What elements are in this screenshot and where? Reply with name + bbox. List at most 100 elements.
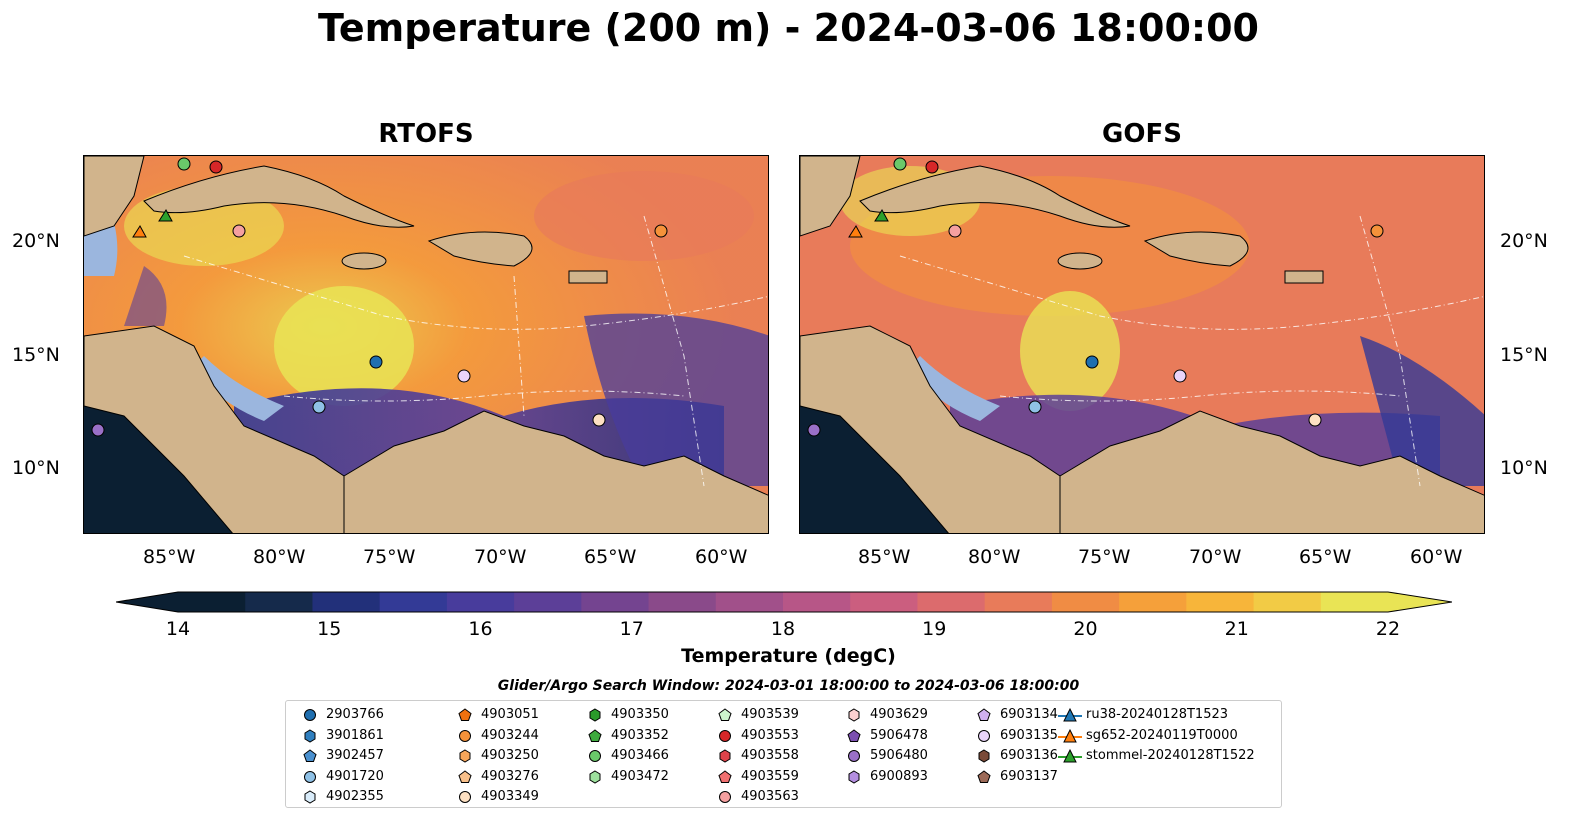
pentagon-marker-icon xyxy=(718,769,732,783)
legend-label: 4903350 xyxy=(611,707,669,722)
colorbar xyxy=(116,591,1452,613)
pentagon-marker-icon xyxy=(458,708,472,721)
colorbar-extend-low xyxy=(116,592,178,612)
colorbar-segment xyxy=(379,592,448,612)
circle-marker-icon xyxy=(304,770,316,783)
colorbar-segment xyxy=(446,592,515,612)
colorbar-outline xyxy=(116,591,1452,613)
map-panel-gofs xyxy=(799,155,1485,534)
legend-label: 6903136 xyxy=(1000,748,1058,763)
colorbar-tick-label: 21 xyxy=(1224,618,1249,640)
map-panel-rtofs xyxy=(83,155,769,534)
lat-label-left-15n: 15°N xyxy=(12,344,60,366)
hexagon-marker-icon xyxy=(978,749,990,763)
colorbar-tick-label: 22 xyxy=(1375,618,1401,640)
colorbar-segment xyxy=(917,592,986,612)
colorbar-extend-high xyxy=(1388,592,1452,612)
legend-label: 4903539 xyxy=(741,707,799,722)
legend-label: ru38-20240128T1523 xyxy=(1086,707,1229,722)
hexagon-marker-icon xyxy=(719,749,731,763)
lon-label-60w: 60°W xyxy=(695,546,748,568)
colorbar-segment xyxy=(1186,592,1255,612)
lon-label-75w: 75°W xyxy=(363,546,416,568)
legend-label: 2903766 xyxy=(326,707,384,722)
colorbar-segment xyxy=(178,592,246,612)
legend-label: 5906478 xyxy=(870,727,928,743)
legend-label: 4903629 xyxy=(870,707,928,722)
colorbar-tick-label: 20 xyxy=(1073,618,1098,640)
circle-marker-icon xyxy=(978,729,990,742)
pentagon-marker-icon xyxy=(847,728,861,742)
legend-label: 4903563 xyxy=(741,789,799,804)
lat-label-left-20n: 20°N xyxy=(12,230,60,252)
legend-label: 4902355 xyxy=(326,789,384,804)
panel-title-rtofs: RTOFS xyxy=(378,119,474,149)
colorbar-segment xyxy=(984,592,1053,612)
hexagon-marker-icon xyxy=(304,728,316,743)
colorbar-segment xyxy=(648,592,717,612)
legend-label: 4903559 xyxy=(741,768,799,784)
lon-label-85w: 85°W xyxy=(858,546,911,568)
legend-label: 4901720 xyxy=(326,768,384,784)
legend-label: 6903137 xyxy=(1000,768,1058,784)
legend-label: 4903051 xyxy=(481,707,539,722)
legend-label: 6900893 xyxy=(870,768,928,784)
legend-label: 6903134 xyxy=(1000,707,1058,722)
triangle-line-marker-icon xyxy=(1058,728,1082,742)
lat-label-right-10n: 10°N xyxy=(1500,457,1548,479)
legend-label: 4903349 xyxy=(481,789,539,804)
colorbar-tick-label: 17 xyxy=(619,618,644,640)
legend-label: 4903352 xyxy=(611,727,669,743)
hexagon-marker-icon xyxy=(459,749,471,763)
lon-label-70w: 70°W xyxy=(1189,546,1242,568)
legend-label: 4903553 xyxy=(741,727,799,743)
colorbar-segment xyxy=(245,592,313,612)
circle-marker-icon xyxy=(719,791,731,803)
search-window-text: Glider/Argo Search Window: 2024-03-01 18… xyxy=(497,678,1080,694)
colorbar-segment xyxy=(783,592,851,612)
colorbar-segment xyxy=(1320,592,1389,612)
circle-marker-icon xyxy=(459,791,471,803)
legend-label: 5906480 xyxy=(870,748,928,763)
lon-label-70w: 70°W xyxy=(474,546,527,568)
colorbar-segment xyxy=(1051,592,1120,612)
legend-label: 4903558 xyxy=(741,748,799,763)
colorbar-tick-label: 18 xyxy=(770,618,796,640)
figure-title: Temperature (200 m) - 2024-03-06 18:00:0… xyxy=(317,6,1259,50)
legend: 2903766 3901861 3902457 4901720 4902355 49030… xyxy=(285,700,1282,808)
lon-label-65w: 65°W xyxy=(1299,546,1352,568)
colorbar-segment xyxy=(850,592,918,612)
lon-label-60w: 60°W xyxy=(1410,546,1463,568)
colorbar-label: Temperature (degC) xyxy=(681,645,896,667)
colorbar-segment xyxy=(1253,592,1322,612)
lon-label-85w: 85°W xyxy=(143,546,196,568)
colorbar-tick-label: 15 xyxy=(317,618,342,640)
circle-marker-icon xyxy=(589,750,601,762)
colorbar-segment xyxy=(514,592,582,612)
hexagon-marker-icon xyxy=(589,769,601,784)
hexagon-marker-icon xyxy=(589,708,601,722)
triangle-line-marker-icon xyxy=(1058,748,1082,763)
hexagon-marker-icon xyxy=(304,790,316,804)
lat-label-left-10n: 10°N xyxy=(12,457,60,479)
legend-label: 4903466 xyxy=(611,748,669,763)
colorbar-tick-label: 14 xyxy=(165,618,191,640)
legend-label: 4903472 xyxy=(611,768,669,784)
colorbar-tick-label: 19 xyxy=(922,618,947,640)
pentagon-marker-icon xyxy=(977,769,991,783)
colorbar-segment xyxy=(312,592,381,612)
circle-marker-icon xyxy=(719,729,731,742)
circle-marker-icon xyxy=(304,709,316,721)
lon-label-80w: 80°W xyxy=(968,546,1021,568)
legend-label: 4903244 xyxy=(481,727,539,743)
hexagon-marker-icon xyxy=(848,708,860,722)
colorbar-segment xyxy=(1119,592,1187,612)
legend-label: 3902457 xyxy=(326,748,384,763)
circle-marker-icon xyxy=(459,729,471,742)
pentagon-marker-icon xyxy=(588,728,602,742)
legend-label: 3901861 xyxy=(326,727,384,743)
legend-label: stommel-20240128T1522 xyxy=(1086,748,1255,763)
lon-label-65w: 65°W xyxy=(584,546,637,568)
legend-label: 4903276 xyxy=(481,768,539,784)
hexagon-marker-icon xyxy=(848,769,860,784)
